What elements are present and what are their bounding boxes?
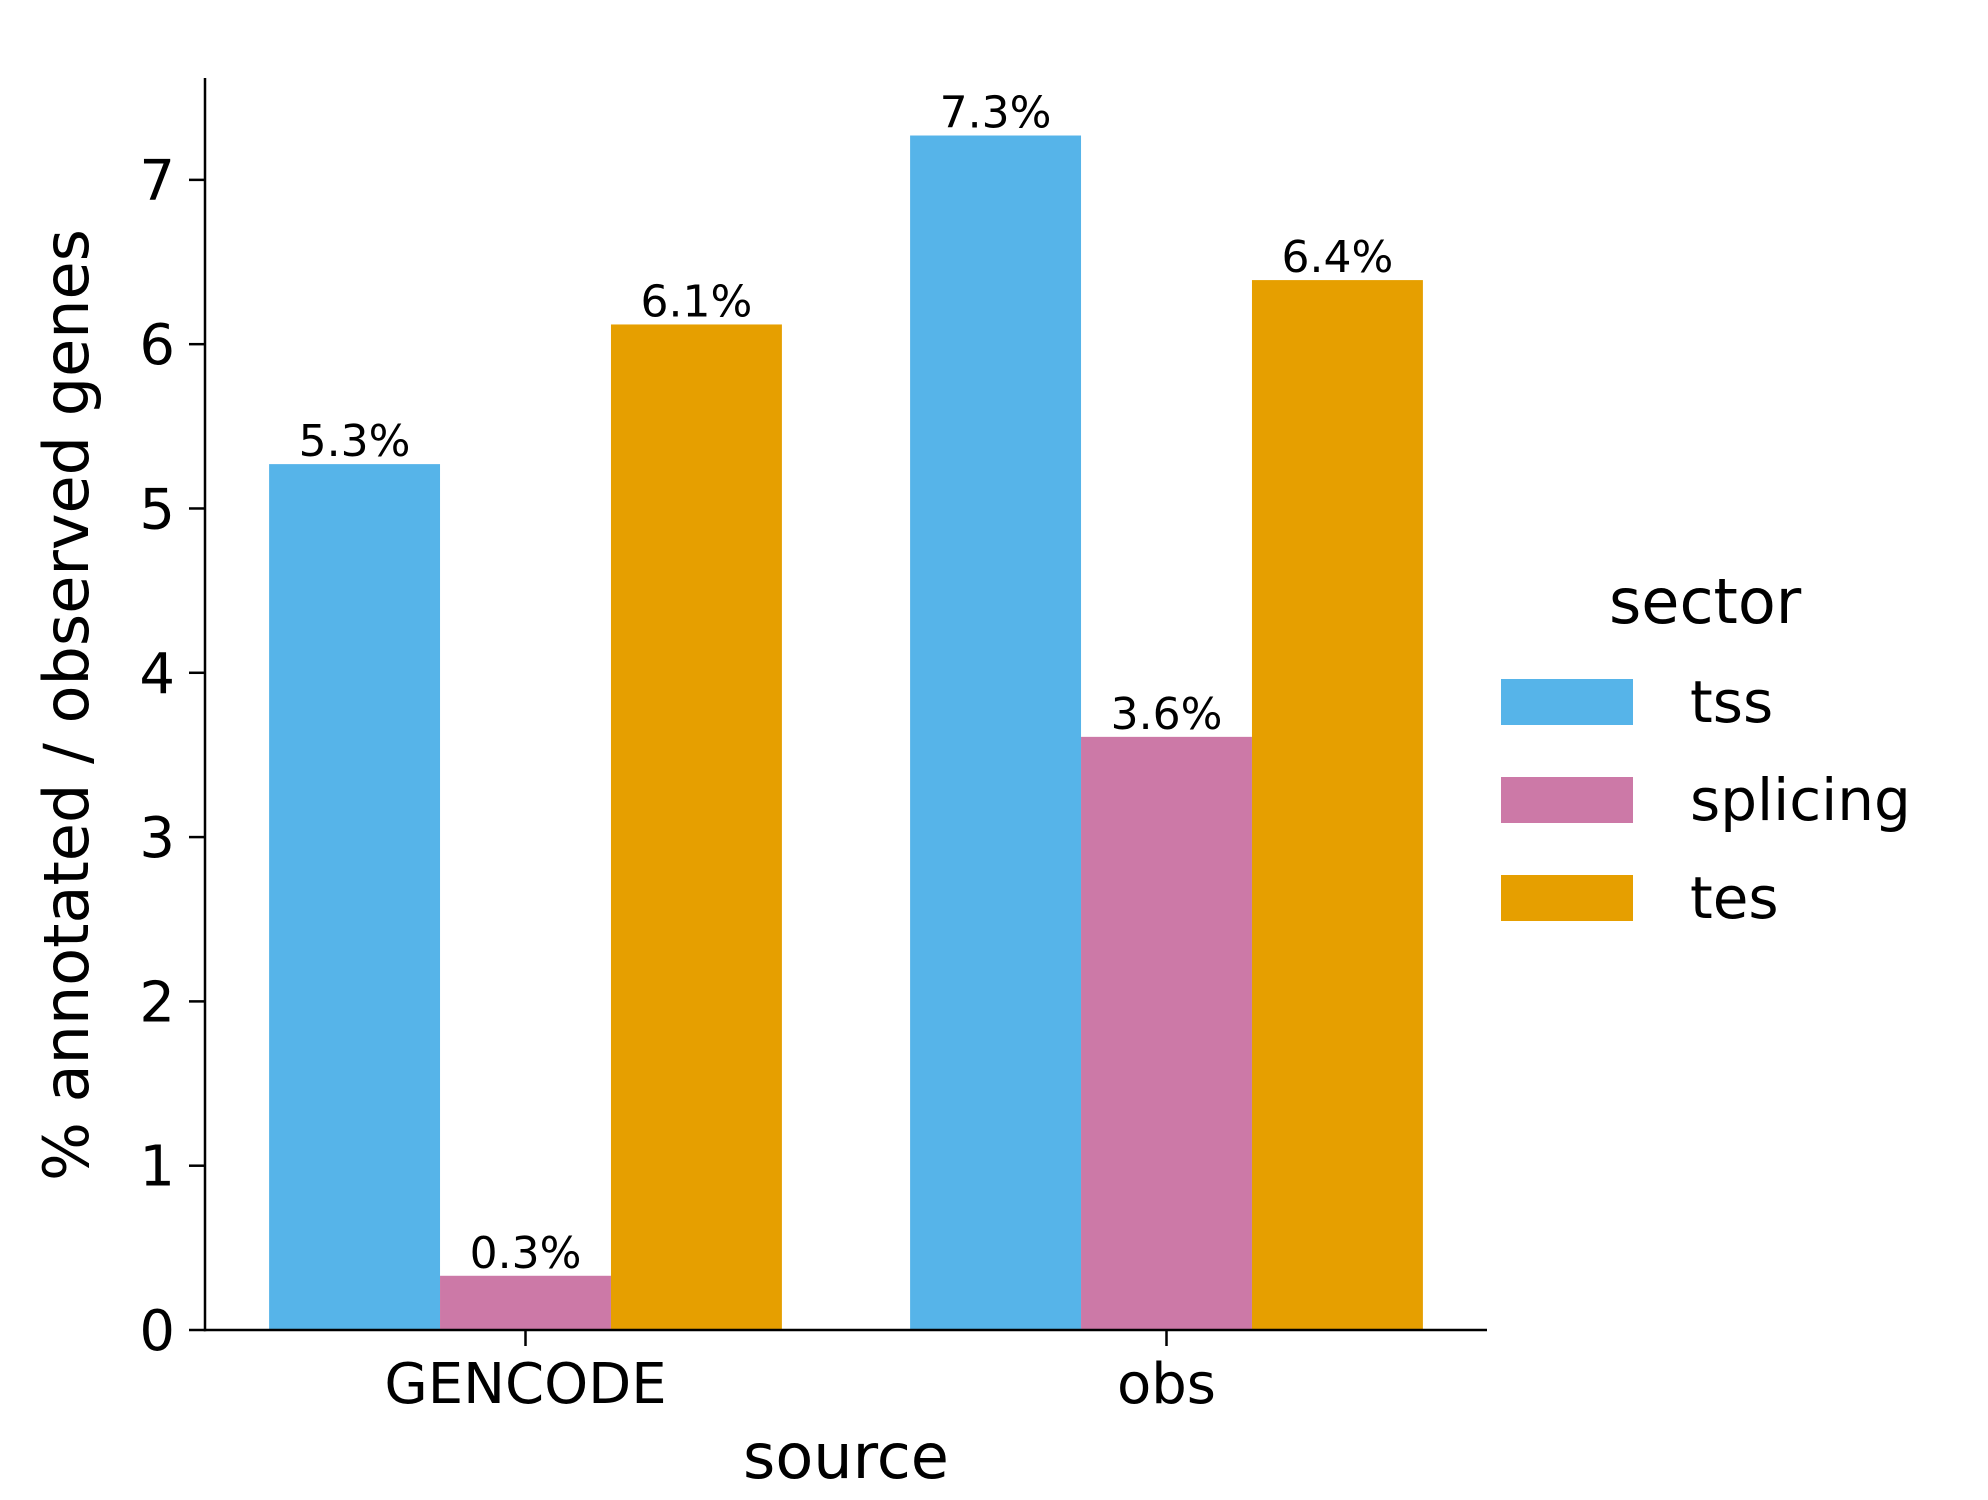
y-tick-label: 3 bbox=[139, 806, 175, 871]
bar-splicing-gencode bbox=[440, 1275, 611, 1330]
legend-swatch-tes bbox=[1501, 875, 1633, 921]
y-tick-label: 2 bbox=[139, 970, 175, 1035]
bar-tss-obs bbox=[910, 135, 1082, 1330]
legend-title: sector bbox=[1609, 565, 1802, 638]
bar-label-tes-gencode: 6.1% bbox=[641, 276, 753, 327]
y-tick-label: 0 bbox=[139, 1299, 175, 1364]
bar-label-splicing-gencode: 0.3% bbox=[470, 1228, 582, 1279]
bars bbox=[269, 135, 1423, 1331]
x-axis-title: source bbox=[743, 1420, 949, 1493]
legend-swatch-splicing bbox=[1501, 777, 1633, 823]
x-tick-label: GENCODE bbox=[384, 1352, 666, 1417]
axes: GENCODE obs 0 1 2 3 4 5 6 7 bbox=[139, 78, 1487, 1417]
bar-label-tes-obs: 6.4% bbox=[1282, 232, 1394, 283]
x-tick-label: obs bbox=[1117, 1352, 1216, 1417]
legend-label-splicing: splicing bbox=[1690, 766, 1911, 834]
bar-tss-gencode bbox=[269, 464, 441, 1330]
legend-items: tss splicing tes bbox=[1501, 668, 1911, 932]
bar-label-splicing-obs: 3.6% bbox=[1111, 689, 1223, 740]
y-tick-label: 1 bbox=[139, 1135, 175, 1200]
legend: sector tss splicing tes bbox=[1501, 565, 1911, 932]
y-tick-label: 5 bbox=[139, 477, 175, 542]
legend-label-tss: tss bbox=[1690, 668, 1773, 736]
y-tick-label: 4 bbox=[139, 642, 175, 707]
legend-label-tes: tes bbox=[1690, 864, 1779, 932]
y-tick-label: 6 bbox=[139, 313, 175, 378]
bar-tes-obs bbox=[1251, 280, 1423, 1331]
bar-splicing-obs bbox=[1081, 736, 1252, 1330]
y-tick-label: 7 bbox=[139, 149, 175, 214]
bar-label-tss-gencode: 5.3% bbox=[299, 416, 411, 467]
bar-value-labels: 5.3% 0.3% 6.1% 7.3% 3.6% 6.4% bbox=[299, 88, 1394, 1279]
y-axis-title: % annotated / observed genes bbox=[30, 229, 103, 1181]
bar-label-tss-obs: 7.3% bbox=[940, 88, 1052, 139]
bar-tes-gencode bbox=[610, 324, 782, 1331]
legend-swatch-tss bbox=[1501, 679, 1633, 725]
